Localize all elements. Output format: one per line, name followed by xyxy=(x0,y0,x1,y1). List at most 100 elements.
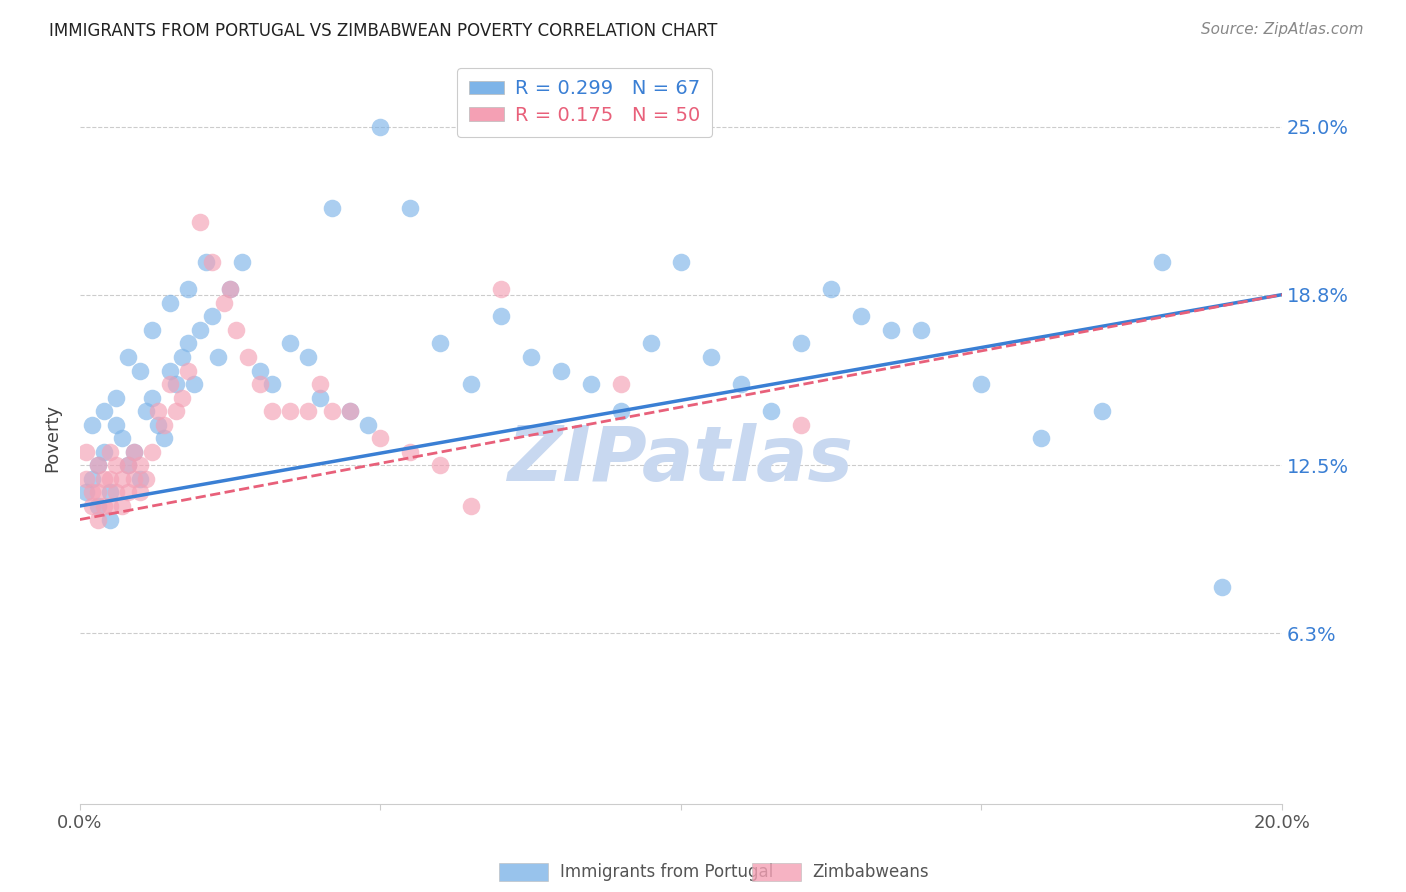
Point xyxy=(790,336,813,351)
Point xyxy=(141,391,163,405)
Point xyxy=(339,404,361,418)
Point xyxy=(104,417,127,432)
Point xyxy=(117,458,139,473)
Point xyxy=(1150,255,1173,269)
Point xyxy=(309,377,332,392)
Point xyxy=(550,363,572,377)
Point xyxy=(1211,580,1233,594)
Point xyxy=(135,404,157,418)
Point xyxy=(370,431,392,445)
Point xyxy=(87,458,110,473)
Y-axis label: Poverty: Poverty xyxy=(44,404,60,473)
Point xyxy=(122,445,145,459)
Point xyxy=(87,458,110,473)
Legend: R = 0.299   N = 67, R = 0.175   N = 50: R = 0.299 N = 67, R = 0.175 N = 50 xyxy=(457,68,713,136)
Point xyxy=(610,377,633,392)
Point xyxy=(399,201,422,215)
Point xyxy=(339,404,361,418)
Point xyxy=(970,377,993,392)
Point xyxy=(188,214,211,228)
Point xyxy=(117,485,139,500)
Point xyxy=(165,404,187,418)
Point xyxy=(75,445,97,459)
Point xyxy=(910,323,932,337)
Point xyxy=(93,472,115,486)
Point xyxy=(579,377,602,392)
Point xyxy=(135,472,157,486)
Text: ZIPatlas: ZIPatlas xyxy=(508,423,853,497)
Point xyxy=(249,363,271,377)
Point xyxy=(177,282,200,296)
Point xyxy=(153,417,176,432)
Point xyxy=(399,445,422,459)
Point xyxy=(129,458,152,473)
Point xyxy=(146,417,169,432)
Point xyxy=(93,499,115,513)
Point xyxy=(183,377,205,392)
Point xyxy=(165,377,187,392)
Point xyxy=(104,458,127,473)
Point xyxy=(429,458,451,473)
Point xyxy=(75,472,97,486)
Point xyxy=(219,282,242,296)
Point xyxy=(141,445,163,459)
Point xyxy=(93,404,115,418)
Point xyxy=(790,417,813,432)
Point xyxy=(700,350,723,364)
Point xyxy=(98,512,121,526)
Point xyxy=(87,485,110,500)
Text: Source: ZipAtlas.com: Source: ZipAtlas.com xyxy=(1201,22,1364,37)
Point xyxy=(357,417,380,432)
Point xyxy=(195,255,218,269)
Point xyxy=(278,404,301,418)
Point xyxy=(610,404,633,418)
Point xyxy=(297,350,319,364)
Point xyxy=(117,458,139,473)
Point xyxy=(111,499,134,513)
Point xyxy=(141,323,163,337)
Text: IMMIGRANTS FROM PORTUGAL VS ZIMBABWEAN POVERTY CORRELATION CHART: IMMIGRANTS FROM PORTUGAL VS ZIMBABWEAN P… xyxy=(49,22,717,40)
Point xyxy=(93,445,115,459)
Point xyxy=(201,310,224,324)
Point xyxy=(80,499,103,513)
Point xyxy=(75,485,97,500)
Point xyxy=(460,499,482,513)
Point xyxy=(98,472,121,486)
Point xyxy=(87,499,110,513)
Point xyxy=(80,485,103,500)
Point xyxy=(122,472,145,486)
Point xyxy=(849,310,872,324)
Point xyxy=(759,404,782,418)
Point xyxy=(321,404,343,418)
Point xyxy=(104,391,127,405)
Point xyxy=(249,377,271,392)
Point xyxy=(519,350,541,364)
Point xyxy=(262,377,284,392)
Point xyxy=(98,445,121,459)
Point xyxy=(225,323,247,337)
Point xyxy=(159,363,181,377)
Point xyxy=(1031,431,1053,445)
Point xyxy=(159,377,181,392)
Point xyxy=(297,404,319,418)
Point xyxy=(129,485,152,500)
Point xyxy=(460,377,482,392)
Point xyxy=(880,323,903,337)
Text: Immigrants from Portugal: Immigrants from Portugal xyxy=(560,863,773,881)
Point xyxy=(129,363,152,377)
Point xyxy=(80,472,103,486)
Point xyxy=(104,485,127,500)
Point xyxy=(1090,404,1112,418)
Point xyxy=(146,404,169,418)
Point xyxy=(730,377,752,392)
Point xyxy=(129,472,152,486)
Point xyxy=(87,512,110,526)
Point xyxy=(231,255,253,269)
Point xyxy=(170,391,193,405)
Point xyxy=(98,485,121,500)
Point xyxy=(122,445,145,459)
Point xyxy=(153,431,176,445)
Point xyxy=(212,295,235,310)
Point xyxy=(489,310,512,324)
Point xyxy=(201,255,224,269)
